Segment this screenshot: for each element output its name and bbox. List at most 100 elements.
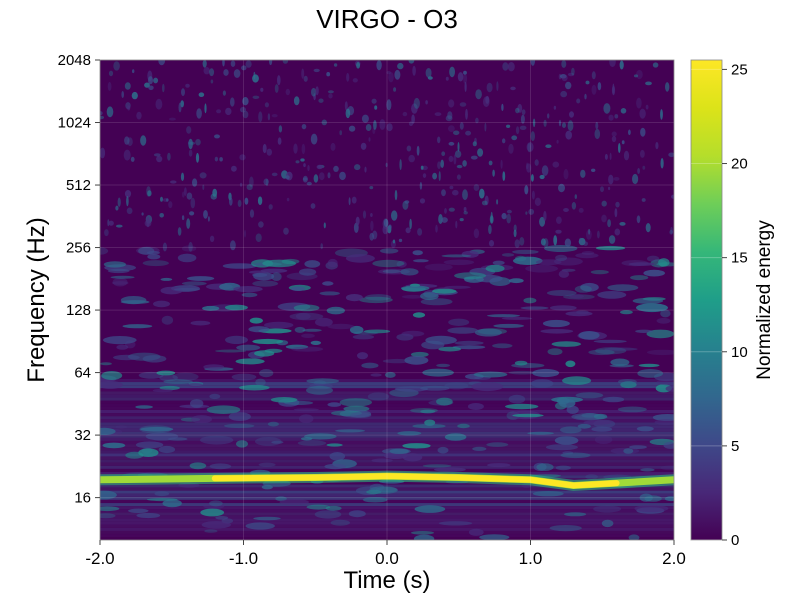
noise-blob <box>147 254 161 260</box>
noise-blob <box>271 272 282 282</box>
noise-blob <box>413 97 420 109</box>
noise-blob <box>285 175 290 180</box>
noise-blob <box>591 84 597 95</box>
noise-blob <box>467 403 484 410</box>
noise-blob <box>487 463 511 468</box>
y-tick-label: 32 <box>74 427 91 444</box>
noise-blob <box>508 370 537 375</box>
noise-blob <box>641 198 646 202</box>
noise-blob <box>620 381 637 389</box>
noise-blob <box>136 512 161 519</box>
noise-blob <box>291 286 305 291</box>
colorbar-tick-label: 20 <box>731 156 748 173</box>
noise-blob <box>371 458 393 463</box>
noise-blob <box>196 108 202 119</box>
noise-blob <box>330 519 350 526</box>
noise-blob <box>410 351 429 358</box>
colorbar-tick-label: 15 <box>731 250 748 267</box>
noise-blob <box>514 239 520 248</box>
noise-blob <box>563 168 569 180</box>
noise-blob <box>352 78 358 83</box>
noise-blob <box>258 221 264 228</box>
noise-blob <box>321 119 327 126</box>
noise-blob <box>235 358 265 365</box>
noise-blob <box>601 200 607 207</box>
noise-blob <box>394 189 398 201</box>
noise-blob <box>614 208 618 218</box>
noise-band <box>100 378 674 382</box>
noise-blob <box>472 141 477 147</box>
noise-blob <box>500 159 503 169</box>
noise-blob <box>646 349 674 356</box>
noise-blob <box>479 534 510 540</box>
noise-blob <box>154 491 170 497</box>
noise-blob <box>241 65 247 71</box>
noise-blob <box>623 448 634 454</box>
noise-blob <box>432 288 457 294</box>
noise-blob <box>435 224 438 233</box>
noise-blob <box>580 282 599 292</box>
noise-blob <box>203 502 225 510</box>
noise-blob <box>345 108 351 119</box>
noise-blob <box>414 505 446 513</box>
noise-blob <box>301 124 307 130</box>
signal-track-core <box>211 473 620 489</box>
noise-blob <box>274 84 279 93</box>
noise-blob <box>158 445 176 454</box>
noise-blob <box>595 245 626 251</box>
noise-blob <box>299 414 314 424</box>
noise-blob <box>209 500 223 507</box>
noise-blob <box>501 103 504 111</box>
noise-blob <box>382 225 389 235</box>
noise-blob <box>252 280 279 287</box>
noise-blob <box>457 72 464 82</box>
noise-blob <box>209 68 215 77</box>
noise-blob <box>571 202 577 210</box>
noise-blob <box>419 198 426 204</box>
noise-blob <box>116 344 129 350</box>
noise-blob <box>293 143 298 154</box>
noise-blob <box>163 379 193 384</box>
noise-blob <box>351 196 357 204</box>
noise-blob <box>173 287 201 291</box>
noise-blob <box>475 89 482 100</box>
noise-blob <box>436 363 450 368</box>
noise-blob <box>166 198 169 202</box>
noise-blob <box>376 60 382 71</box>
noise-blob <box>300 158 305 162</box>
noise-blob <box>107 81 112 91</box>
noise-blob <box>411 103 418 114</box>
x-tick-label: 2.0 <box>662 549 686 568</box>
noise-blob <box>607 219 611 228</box>
noise-blob <box>527 431 554 435</box>
noise-blob <box>314 510 342 519</box>
noise-blob <box>549 305 577 311</box>
noise-blob <box>112 277 128 287</box>
noise-blob <box>400 285 430 291</box>
noise-blob <box>285 344 309 350</box>
noise-blob <box>575 392 604 399</box>
noise-blob <box>502 62 509 71</box>
noise-blob <box>437 136 441 144</box>
noise-blob <box>269 60 273 66</box>
noise-blob <box>652 414 674 421</box>
noise-blob <box>454 272 487 280</box>
noise-blob <box>609 152 612 160</box>
noise-blob <box>258 111 263 123</box>
noise-blob <box>402 453 423 462</box>
noise-blob <box>186 218 191 229</box>
noise-blob <box>634 504 669 513</box>
noise-blob <box>411 114 415 124</box>
noise-blob <box>671 194 674 199</box>
noise-band <box>100 422 674 426</box>
noise-blob <box>103 261 126 268</box>
noise-blob <box>444 382 469 390</box>
noise-blob <box>313 68 320 73</box>
noise-blob <box>301 333 315 338</box>
noise-blob <box>492 343 513 349</box>
noise-blob <box>267 113 271 121</box>
noise-blob <box>656 317 671 324</box>
noise-blob <box>484 122 487 132</box>
noise-blob <box>448 141 455 146</box>
noise-blob <box>540 329 574 334</box>
